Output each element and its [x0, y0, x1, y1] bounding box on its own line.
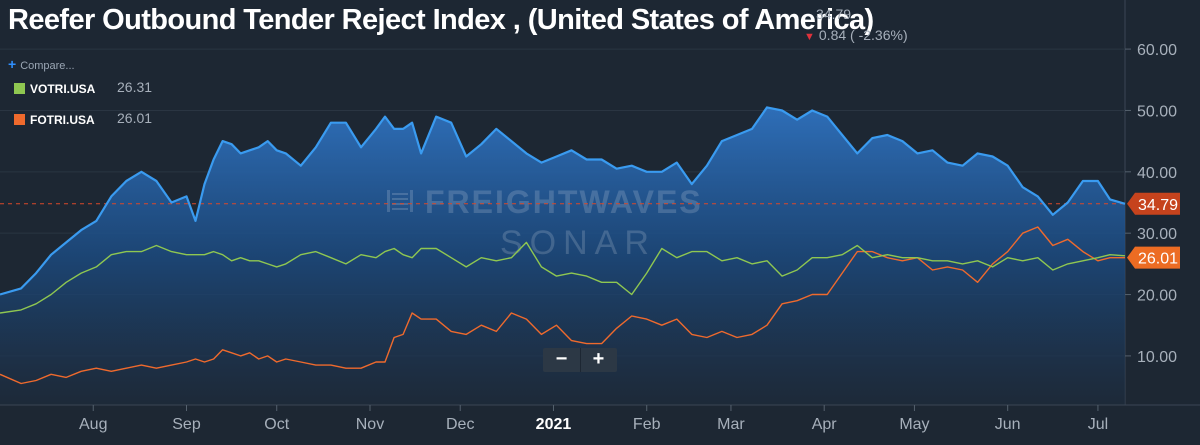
compare-button[interactable]: + Compare... [8, 56, 75, 72]
x-tick-label: Oct [264, 416, 289, 433]
y-tick-label: 20.00 [1137, 288, 1177, 305]
end-value-label: 26.01 [1138, 251, 1178, 268]
x-tick-label: Jul [1088, 416, 1108, 433]
main-series-area [0, 107, 1125, 406]
watermark: FREIGHTWAVES SONAR [387, 184, 703, 262]
end-value-badges: 34.79 26.01 [1127, 192, 1180, 269]
compare-label: Compare... [20, 60, 75, 72]
x-tick-label: Mar [717, 416, 745, 433]
end-value-badge [1127, 246, 1180, 269]
plus-icon: + [8, 56, 17, 72]
legend-value: 26.31 [117, 79, 153, 95]
y-tick-label: 60.00 [1137, 42, 1177, 59]
watermark-line2: SONAR [500, 224, 656, 262]
price-change-text: 0.84 ( -2.36%) [818, 27, 908, 43]
fotri-swatch [14, 114, 25, 125]
x-tick-label: 2021 [536, 416, 572, 433]
legend-item-votri[interactable]: VOTRI.USA 26.31 [14, 79, 152, 96]
legend-value: 26.01 [117, 110, 153, 126]
legend-name: FOTRI.USA [30, 113, 95, 127]
x-tick-label: Aug [79, 416, 107, 433]
zoom-controls: − + [543, 348, 617, 372]
watermark-line1: FREIGHTWAVES [425, 184, 703, 220]
zoom-out-button[interactable]: − [543, 348, 581, 372]
fotri-series-line [0, 226, 1125, 385]
y-axis: 10.00 20.00 30.00 40.00 50.00 60.00 [1125, 42, 1177, 366]
legend-item-fotri[interactable]: FOTRI.USA 26.01 [14, 110, 152, 127]
y-tick-label: 30.00 [1137, 226, 1177, 243]
y-tick-label: 50.00 [1137, 103, 1177, 120]
y-tick-label: 40.00 [1137, 165, 1177, 182]
votri-swatch [14, 83, 25, 94]
x-tick-label: Dec [446, 416, 474, 433]
y-tick-label: 10.00 [1137, 349, 1177, 366]
chart-title: Reefer Outbound Tender Reject Index , (U… [8, 4, 874, 36]
main-series-line [0, 106, 1126, 296]
x-tick-label: Apr [812, 416, 838, 433]
x-tick-label: Jun [995, 416, 1021, 433]
zoom-in-button[interactable]: + [592, 348, 605, 370]
down-arrow-icon: ▼ [804, 31, 815, 43]
votri-series-line [0, 241, 1126, 314]
x-tick-label: Nov [356, 416, 384, 433]
x-tick-label: Sep [172, 416, 201, 433]
x-axis: Aug Sep Oct Nov Dec 2021 Feb Mar Apr May Jun Jul [0, 404, 1200, 433]
price-change: ▼ 0.84 ( -2.36%) [804, 27, 908, 43]
x-tick-label: May [899, 416, 929, 433]
end-value-label: 34.79 [1138, 197, 1178, 214]
legend-name: VOTRI.USA [30, 82, 96, 96]
x-tick-label: Feb [633, 416, 661, 433]
end-value-badge [1127, 192, 1180, 215]
last-price: 34.79 [816, 6, 852, 22]
